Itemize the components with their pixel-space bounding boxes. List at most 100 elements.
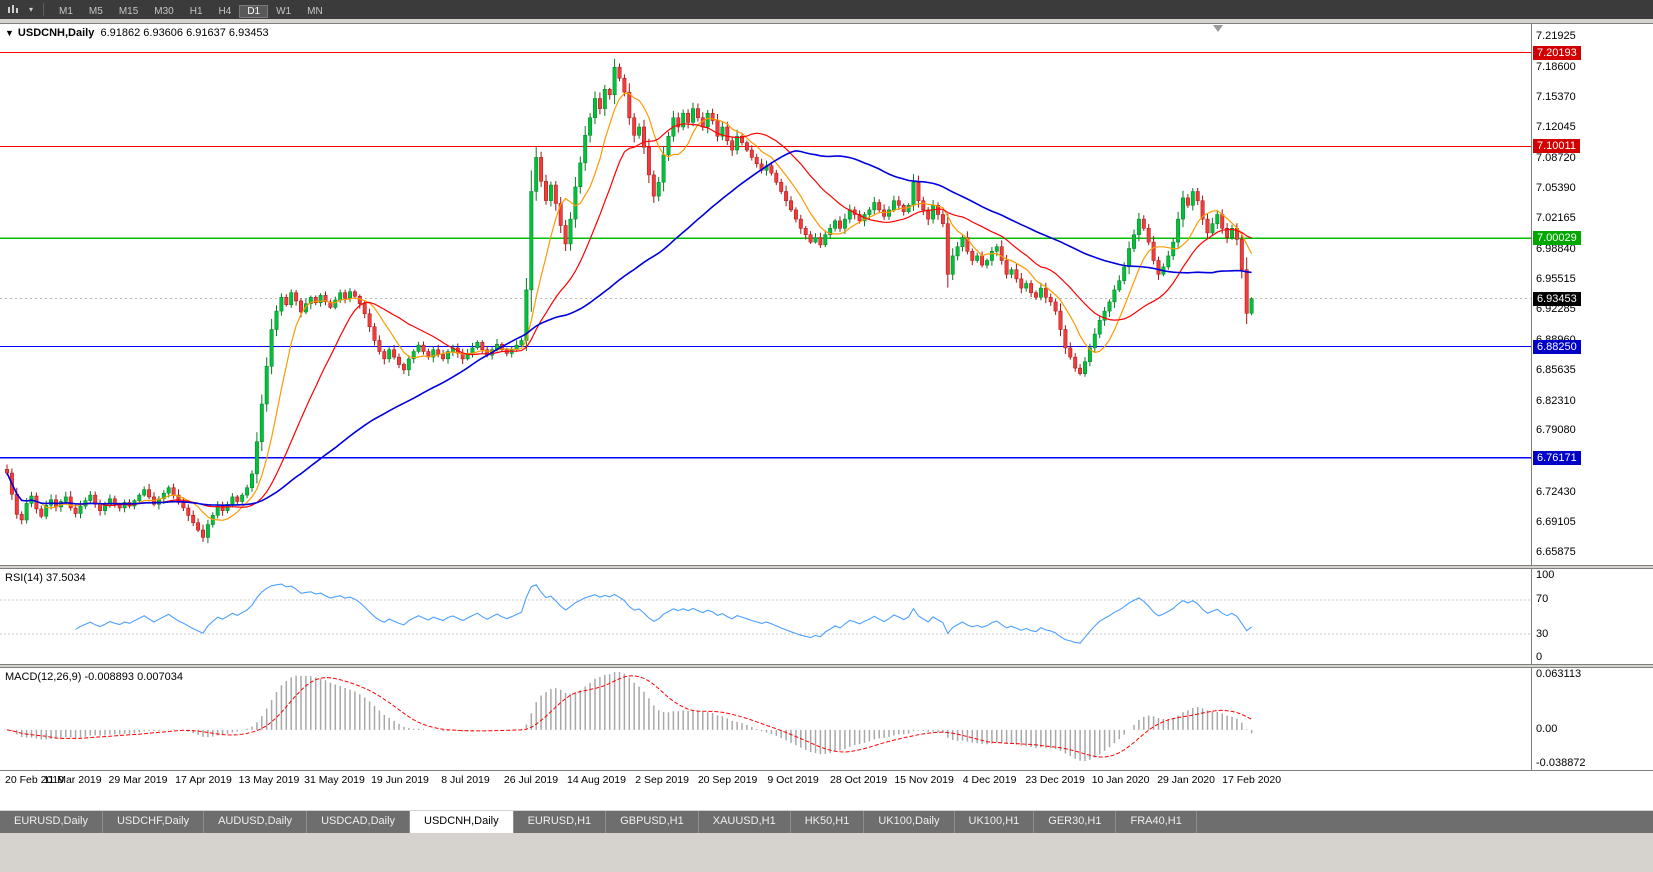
date-tick: 23 Dec 2019 [1025,774,1085,786]
price-tick: 7.18600 [1536,60,1576,73]
chart-tab-uk100-daily[interactable]: UK100,Daily [864,811,955,833]
rsi-panel: RSI(14) 37.5034 100 70 30 0 [0,569,1653,664]
timeframe-button-h4[interactable]: H4 [218,5,232,17]
date-tick: 17 Apr 2019 [175,774,232,786]
date-tick: 2 Sep 2019 [635,774,689,786]
chart-tab-ger30-h1[interactable]: GER30,H1 [1034,811,1117,833]
date-tick: 9 Oct 2019 [767,774,819,786]
price-badge: 6.93453 [1533,291,1581,306]
ma-20-line [6,123,1252,508]
chart-tab-gbpusd-h1[interactable]: GBPUSD,H1 [606,811,699,833]
price-chart-canvas[interactable] [0,24,1531,565]
candle-wicks [6,58,1253,544]
chart-shift-marker [1213,25,1223,32]
date-tick: 31 May 2019 [304,774,365,786]
price-tick: 6.92285 [1536,302,1576,315]
chart-tab-bar: EURUSD,Daily USDCHF,Daily AUDUSD,Daily USDC… [0,811,1653,833]
rsi-line [75,583,1252,644]
price-badge: 7.20193 [1533,45,1581,60]
toolbar-separator [43,3,45,16]
date-tick: 20 Sep 2019 [697,774,758,786]
timeframe-button-h1[interactable]: H1 [189,5,203,17]
rsi-header: RSI(14) 37.5034 [5,572,86,584]
timeframe-button-group: M1 M5 M15 M30 H1 H4 D1 W1 MN [51,1,331,19]
price-tick: 7.12045 [1536,121,1576,134]
macd-name: MACD(12,26,9) [5,671,82,683]
date-tick: 4 Dec 2019 [962,774,1017,786]
timeframe-button-d1[interactable]: D1 [239,4,269,18]
chart-tab-usdcnh-daily[interactable]: USDCNH,Daily [410,811,514,833]
macd-histogram [6,672,1253,762]
date-tick: 10 Jan 2020 [1091,774,1150,786]
rsi-tick: 0 [1536,651,1543,663]
panel-divider[interactable] [0,565,1653,569]
macd-tick: -0.038872 [1536,757,1586,769]
timeframe-button-m15[interactable]: M15 [118,5,139,17]
price-tick: 6.82310 [1536,394,1576,407]
price-badge: 7.00029 [1533,231,1581,246]
date-tick: 19 Jun 2019 [371,774,429,786]
rsi-tick: 70 [1536,593,1549,606]
price-badge: 7.10011 [1533,139,1580,154]
macd-tick: 0.00 [1536,723,1558,736]
price-tick: 7.05390 [1536,182,1576,195]
price-tick: 7.08720 [1536,151,1576,164]
price-tick: 7.15370 [1536,90,1576,103]
timeframe-button-m1[interactable]: M1 [59,5,73,17]
chart-tab-uk100-h1[interactable]: UK100,H1 [955,811,1035,833]
timeframe-button-m30[interactable]: M30 [154,5,174,17]
panel-divider[interactable] [0,664,1653,668]
chart-tab-hk50-h1[interactable]: HK50,H1 [791,811,865,833]
date-tick: 14 Aug 2019 [567,774,626,786]
date-tick: 29 Mar 2019 [108,774,168,786]
chart-tab-eurusd-daily[interactable]: EURUSD,Daily [0,811,103,833]
timeframe-button-w1[interactable]: W1 [276,5,292,17]
chart-tab-usdcad-daily[interactable]: USDCAD,Daily [307,811,411,833]
chart-window: ▼ USDCNH,Daily 6.91862 6.93606 6.91637 6.… [0,23,1653,872]
timeframe-button-m5[interactable]: M5 [88,5,103,17]
date-tick: 11 Mar 2019 [43,774,102,786]
chart-tab-xauusd-h1[interactable]: XAUUSD,H1 [699,811,791,833]
date-tick: 17 Feb 2020 [1222,774,1282,786]
price-tick: 7.21925 [1536,30,1576,43]
chart-tab-audusd-daily[interactable]: AUDUSD,Daily [204,811,308,833]
date-tick: 13 May 2019 [238,774,300,786]
price-axis: 7.21925 7.18600 7.15370 7.12045 7.08720 7.053… [1531,24,1653,565]
candles [5,66,1254,538]
top-toolbar: ▾ M1 M5 M15 M30 H1 H4 D1 W1 MN [0,0,1653,19]
chart-symbol-label: USDCNH,Daily [17,27,95,39]
rsi-tick: 30 [1536,627,1549,640]
status-strip [0,833,1653,872]
date-tick: 15 Nov 2019 [894,774,954,786]
date-axis[interactable]: 20 Feb 2019 11 Mar 2019 29 Mar 2019 17 Apr … [0,770,1653,789]
chart-tab-fra40-h1[interactable]: FRA40,H1 [1116,811,1197,833]
price-tick: 7.02165 [1536,212,1576,224]
macd-signal-line [6,675,1252,758]
ma-8-line [6,92,1253,521]
date-tick: 26 Jul 2019 [503,774,559,786]
date-tick: 28 Oct 2019 [829,774,888,786]
price-tick: 6.85635 [1536,364,1576,376]
symbol-dropdown-icon[interactable]: ▼ [5,28,14,38]
chart-title: ▼ USDCNH,Daily 6.91862 6.93606 6.91637 6.… [5,27,269,39]
price-badge: 6.76171 [1533,450,1581,465]
rsi-chart-canvas[interactable] [0,569,1531,664]
rsi-tick: 100 [1536,569,1555,581]
timeframe-button-mn[interactable]: MN [307,5,323,17]
price-tick: 6.65875 [1536,545,1576,558]
price-tick: 6.72430 [1536,485,1576,498]
macd-chart-canvas[interactable] [0,668,1531,770]
price-tick: 6.95515 [1536,273,1576,286]
chart-type-icon[interactable] [4,2,24,17]
price-panel: ▼ USDCNH,Daily 6.91862 6.93606 6.91637 6.… [0,24,1653,565]
macd-header: MACD(12,26,9) -0.008893 0.007034 [5,671,183,683]
chart-tab-usdchf-daily[interactable]: USDCHF,Daily [103,811,205,833]
price-tick: 6.69105 [1536,516,1576,529]
chart-tab-eurusd-h1[interactable]: EURUSD,H1 [514,811,607,833]
macd-tick: 0.063113 [1536,668,1582,680]
rsi-value: 37.5034 [45,572,86,584]
dropdown-caret-icon[interactable]: ▾ [29,5,34,14]
price-tick: 6.79080 [1536,424,1576,437]
date-tick: 8 Jul 2019 [441,774,490,786]
price-tick: 6.98840 [1536,242,1576,255]
